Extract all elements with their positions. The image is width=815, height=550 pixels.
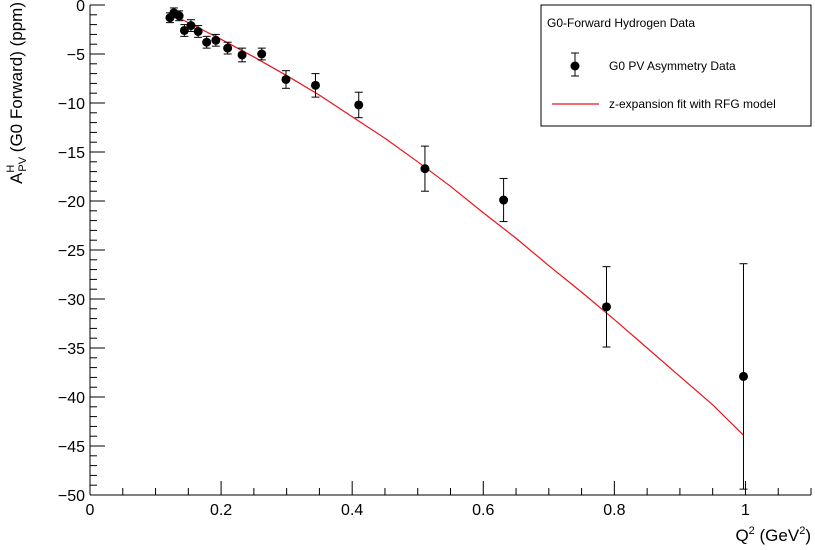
y-tick-label: −15: [58, 145, 85, 162]
x-tick-label: 0.2: [210, 502, 232, 519]
y-tick-label: −5: [67, 47, 85, 64]
y-tick-label: −45: [58, 439, 85, 456]
data-point: [257, 47, 267, 61]
data-point: [174, 10, 184, 22]
data-marker: [310, 80, 320, 90]
data-point: [420, 145, 430, 192]
y-axis-title: AHPV (G0 Forward) (ppm): [5, 2, 29, 184]
x-tick-label: 0: [86, 502, 95, 519]
legend-entry-fit: z-expansion fit with RFG model: [609, 97, 776, 111]
data-point: [211, 33, 221, 47]
x-tick-label: 0.8: [603, 502, 625, 519]
data-point: [499, 177, 509, 223]
legend-marker: [570, 61, 580, 71]
legend: G0-Forward Hydrogen Data G0 PV Asymmetry …: [540, 4, 812, 127]
data-marker: [281, 74, 291, 84]
data-marker: [223, 43, 233, 53]
data-point: [354, 91, 364, 119]
data-point: [310, 73, 320, 98]
data-marker: [202, 37, 212, 47]
y-tick-label: −35: [58, 341, 85, 358]
data-point: [738, 263, 748, 490]
data-marker: [179, 25, 189, 35]
x-tick-label: 0.4: [341, 502, 363, 519]
data-marker: [174, 11, 184, 21]
data-points-layer: [165, 7, 748, 490]
data-point: [237, 47, 247, 63]
legend-entry-data: G0 PV Asymmetry Data: [609, 59, 736, 73]
legend-box: [540, 4, 812, 127]
data-point: [223, 41, 233, 55]
y-tick-label: 0: [76, 0, 85, 15]
data-point: [202, 35, 212, 49]
y-tick-label: −25: [58, 243, 85, 260]
y-tick-label: −50: [58, 488, 85, 505]
data-point: [601, 266, 611, 348]
fit-curve-layer: [169, 13, 744, 436]
data-marker: [354, 100, 364, 110]
data-marker: [211, 35, 221, 45]
legend-header: G0-Forward Hydrogen Data: [547, 16, 695, 30]
x-axis-title: Q2 (GeV2): [735, 525, 811, 545]
x-tick-label: 1: [741, 502, 750, 519]
y-tick-label: −40: [58, 390, 85, 407]
data-marker: [601, 302, 611, 312]
fit-curve: [169, 13, 744, 436]
y-tick-label: −20: [58, 194, 85, 211]
data-marker: [186, 21, 196, 31]
data-point: [193, 25, 203, 38]
data-marker: [420, 164, 430, 174]
data-point: [186, 19, 196, 32]
data-marker: [499, 195, 509, 205]
x-tick-label: 0.6: [472, 502, 494, 519]
data-marker: [193, 26, 203, 36]
data-marker: [738, 371, 748, 381]
data-marker: [237, 50, 247, 60]
axes: 0 0.2 0.4 0.6 0.8 1 0 −5 −10 −15 −20 −25 −30 −35 −40 −4…: [58, 0, 812, 519]
y-tick-label: −10: [58, 96, 85, 113]
y-tick-label: −30: [58, 292, 85, 309]
data-marker: [257, 49, 267, 59]
data-point: [281, 70, 291, 89]
